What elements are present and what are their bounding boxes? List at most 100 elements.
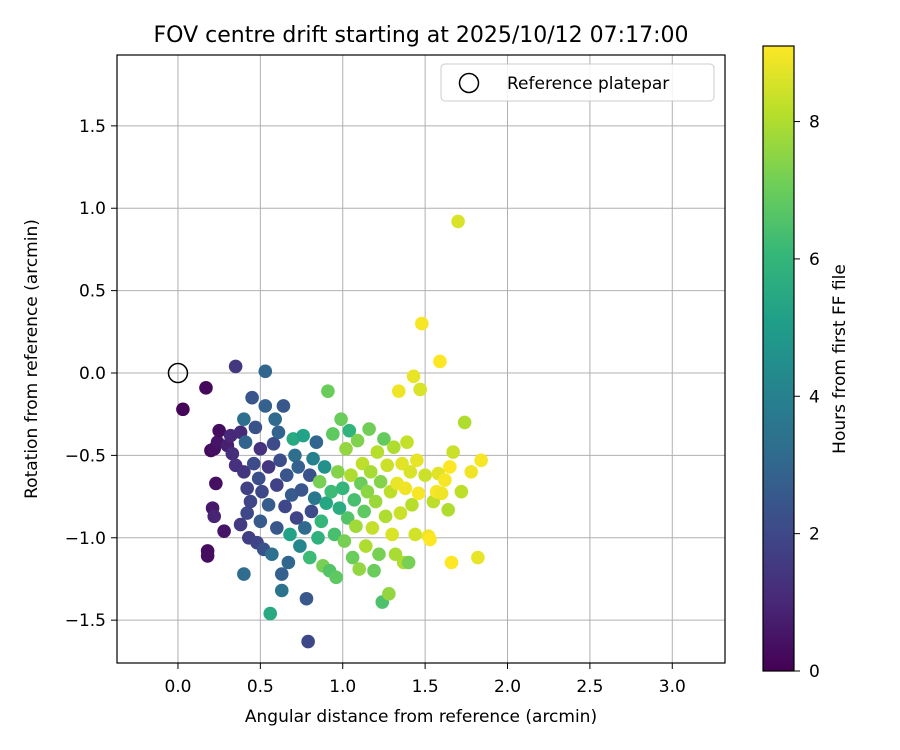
scatter-point: [471, 550, 485, 565]
scatter-point: [406, 369, 421, 384]
scatter-point: [327, 527, 342, 542]
scatter-point: [225, 446, 240, 461]
scatter-point: [261, 460, 276, 474]
scatter-point: [243, 494, 258, 509]
scatter-point: [355, 456, 370, 471]
scatter-point: [339, 441, 353, 456]
scatter-point: [246, 456, 261, 471]
scatter-point: [299, 591, 314, 606]
scatter-point: [266, 437, 281, 451]
scatter-point: [200, 549, 215, 563]
scatter-point: [258, 364, 273, 379]
reference-platepar-marker: [167, 362, 189, 384]
reference-point-layer: [167, 362, 189, 384]
colorbar-tick-label: 4: [809, 387, 820, 407]
chart-title: FOV centre drift starting at 2025/10/12 …: [154, 23, 689, 48]
scatter-point: [324, 484, 339, 499]
scatter-point: [342, 423, 357, 438]
scatter-point: [359, 539, 373, 553]
scatter-point: [237, 465, 251, 479]
scatter-point: [360, 484, 375, 499]
colorbar-tick-label: 6: [809, 250, 820, 270]
scatter-point: [314, 514, 329, 529]
scatter-point: [363, 465, 378, 479]
scatter-point: [283, 527, 297, 542]
scatter-point: [474, 453, 488, 468]
scatter-point: [405, 498, 419, 512]
scatter-point: [378, 509, 393, 524]
scatter-point: [321, 384, 335, 398]
scatter-point: [276, 399, 291, 413]
scatter-point: [301, 634, 315, 649]
scatter-point: [294, 483, 309, 497]
legend-entry-label: Reference platepar: [507, 74, 669, 94]
scatter-point: [311, 530, 325, 545]
scatter-point: [387, 440, 401, 454]
scatter-point: [380, 458, 395, 473]
scatter-point: [457, 415, 472, 430]
scatter-point: [245, 390, 259, 405]
scatter-point: [274, 583, 289, 598]
scatter-point: [263, 606, 278, 621]
scatter-point: [365, 521, 380, 535]
colorbar-tick-label: 8: [809, 113, 820, 133]
scatter-point: [434, 486, 449, 501]
scatter-point: [344, 468, 358, 482]
scatter-points: [176, 214, 488, 649]
colorbar-label: Hours from first FF file: [830, 264, 850, 454]
scatter-point: [335, 481, 350, 496]
x-tick-label: 1.0: [329, 677, 356, 697]
scatter-point: [423, 532, 437, 547]
scatter-point: [319, 496, 334, 510]
scatter-point: [382, 586, 396, 601]
scatter-point: [237, 412, 251, 426]
scatter-point: [347, 493, 362, 507]
scatter-point: [268, 412, 282, 426]
y-axis-ticks: −1.5 −1.0 −0.5 0.0 0.5 1.0 1.5: [65, 117, 117, 631]
colorbar-tick-label: 0: [809, 662, 820, 682]
scatter-point: [258, 399, 273, 413]
scatter-point: [238, 435, 253, 450]
scatter-point: [373, 474, 388, 489]
scatter-point: [370, 445, 385, 459]
scatter-point: [410, 453, 424, 468]
scatter-point: [251, 471, 266, 486]
scatter-point: [391, 384, 406, 398]
x-tick-label: 0.5: [247, 677, 274, 697]
scatter-point: [329, 570, 343, 585]
scatter-point: [273, 453, 287, 468]
scatter-point: [233, 517, 248, 532]
scatter-point: [395, 456, 409, 471]
x-tick-label: 2.0: [494, 677, 521, 697]
scatter-point: [237, 567, 251, 581]
scatter-point: [240, 506, 254, 520]
scatter-point: [446, 445, 460, 459]
scatter-point: [438, 473, 452, 487]
scatter-point: [199, 381, 213, 395]
scatter-point: [433, 354, 447, 369]
scatter-point: [261, 498, 276, 512]
scatter-point: [418, 468, 432, 482]
y-tick-label: 1.5: [79, 117, 106, 137]
colorbar-tick-label: 2: [809, 525, 820, 545]
scatter-point: [293, 539, 307, 553]
y-axis-label: Rotation from reference (arcmin): [22, 219, 42, 499]
scatter-point: [368, 494, 383, 509]
y-tick-label: −0.5: [65, 446, 106, 466]
scatter-point: [415, 316, 429, 331]
scatter-point: [217, 524, 231, 538]
scatter-point: [357, 504, 371, 519]
scatter-point: [398, 481, 413, 496]
scatter-point: [302, 468, 317, 482]
scatter-point: [279, 468, 294, 482]
scatter-point: [265, 547, 279, 562]
scatter-point: [411, 486, 426, 501]
scatter-point: [207, 509, 222, 524]
scatter-point: [400, 435, 414, 450]
scatter-point: [454, 484, 469, 499]
scatter-point: [309, 435, 324, 450]
scatter-point: [270, 478, 284, 492]
scatter-point: [288, 448, 302, 463]
scatter-point: [393, 506, 408, 520]
